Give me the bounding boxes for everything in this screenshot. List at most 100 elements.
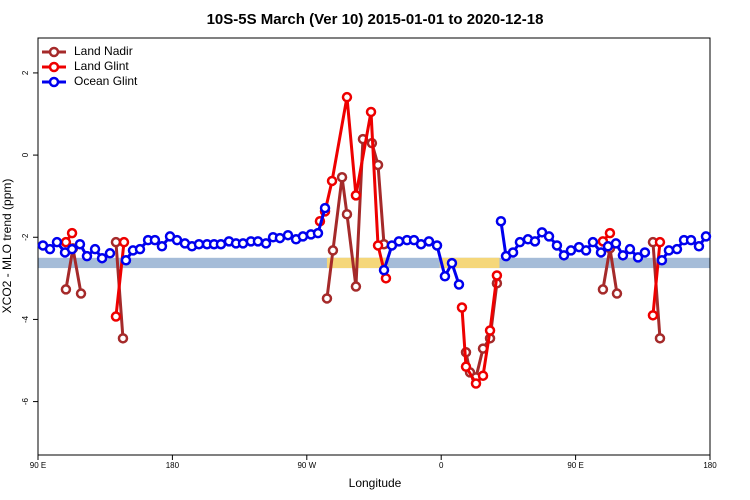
point	[604, 227, 616, 239]
point	[321, 293, 333, 304]
x-tick-label: 90 E	[30, 461, 46, 470]
point	[44, 243, 56, 255]
point	[60, 236, 72, 248]
point	[514, 236, 526, 248]
point	[117, 333, 129, 344]
point	[260, 238, 272, 249]
point	[495, 215, 507, 227]
point	[336, 172, 348, 183]
point	[66, 243, 78, 255]
point	[647, 310, 659, 321]
x-tick-label: 0	[439, 461, 444, 470]
point	[96, 252, 108, 264]
point	[565, 245, 577, 256]
point	[543, 231, 555, 242]
point	[597, 284, 609, 295]
point	[134, 243, 146, 255]
point	[60, 284, 72, 295]
legend-label: Land Nadir	[74, 44, 133, 58]
point	[51, 236, 63, 248]
legend-marker	[48, 61, 60, 73]
point	[700, 231, 712, 242]
point	[312, 227, 324, 239]
chart-title: 10S-5S March (Ver 10) 2015-01-01 to 2020…	[207, 11, 544, 28]
point	[610, 238, 622, 249]
point	[75, 288, 87, 299]
y-tick-label: 0	[21, 152, 30, 157]
point	[341, 91, 353, 103]
point	[252, 236, 264, 247]
y-tick-label: -6	[21, 397, 30, 405]
point	[656, 255, 668, 266]
point	[74, 238, 86, 250]
point	[282, 229, 294, 241]
x-tick-label: 180	[166, 461, 180, 470]
point	[156, 241, 168, 252]
point	[654, 333, 666, 344]
point	[380, 273, 392, 284]
point	[587, 236, 599, 248]
point	[654, 236, 666, 248]
point	[595, 247, 607, 258]
point	[453, 279, 465, 290]
point	[529, 236, 541, 247]
point	[393, 236, 405, 247]
point	[639, 247, 651, 258]
point	[350, 281, 362, 292]
point	[685, 234, 697, 246]
point	[120, 255, 132, 266]
point	[89, 243, 101, 255]
legend-label: Land Glint	[74, 59, 129, 73]
band-highlight	[439, 257, 500, 269]
point	[456, 302, 468, 313]
point	[193, 238, 205, 250]
legend-marker	[48, 76, 60, 88]
y-tick-label: -4	[21, 315, 30, 323]
point	[611, 288, 623, 299]
point	[431, 240, 443, 251]
point	[274, 232, 286, 244]
y-axis-label: XCO2 - MLO trend (ppm)	[0, 179, 14, 314]
x-tick-label: 180	[703, 461, 717, 470]
point	[149, 234, 161, 246]
point	[372, 240, 384, 251]
point	[663, 245, 675, 256]
point	[297, 231, 309, 242]
point	[81, 250, 93, 262]
x-axis-label: Longitude	[349, 476, 402, 490]
point	[110, 311, 122, 322]
point	[632, 252, 644, 263]
point	[378, 264, 390, 276]
point	[507, 247, 519, 258]
point	[460, 361, 472, 372]
point	[423, 236, 435, 247]
point	[624, 243, 636, 255]
point	[470, 378, 482, 389]
point	[327, 245, 339, 256]
point	[671, 243, 683, 255]
point	[617, 250, 629, 261]
point	[341, 208, 353, 220]
legend-marker	[48, 46, 60, 58]
point	[477, 370, 489, 381]
point	[693, 241, 705, 252]
point	[580, 245, 592, 256]
point	[66, 227, 78, 239]
point	[439, 271, 451, 282]
point	[319, 202, 331, 214]
legend-label: Ocean Glint	[74, 74, 138, 88]
y-tick-label: 2	[21, 70, 30, 75]
point	[365, 106, 377, 118]
point	[551, 240, 563, 251]
point	[350, 190, 362, 201]
point	[215, 238, 227, 250]
point	[110, 236, 122, 248]
point	[484, 325, 496, 336]
x-tick-label: 90 E	[567, 461, 583, 470]
point	[326, 175, 338, 187]
point	[118, 236, 130, 248]
x-tick-label: 90 W	[297, 461, 316, 470]
point	[558, 250, 570, 261]
